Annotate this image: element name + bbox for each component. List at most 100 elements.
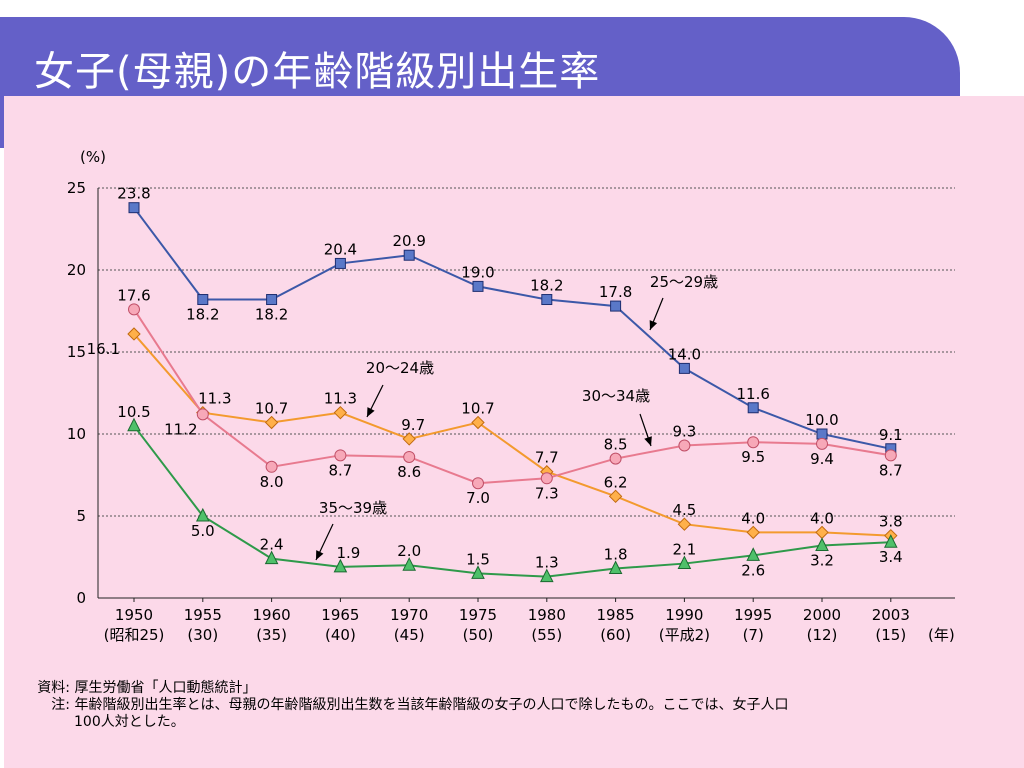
data-label-3-2000: 3.2 xyxy=(810,552,834,570)
y-tick-label-20: 20 xyxy=(67,261,86,279)
data-label-1-1970: 9.7 xyxy=(401,416,425,434)
data-label-0-1965: 20.4 xyxy=(324,240,357,258)
data-label-1-1985: 6.2 xyxy=(604,473,628,491)
data-label-3-1960: 2.4 xyxy=(260,536,284,554)
data-label-2-1950: 17.6 xyxy=(117,286,150,304)
y-tick-label-0: 0 xyxy=(76,589,86,607)
marker-circle-2003 xyxy=(884,449,897,462)
data-label-2-1960: 8.0 xyxy=(260,473,284,491)
series-line-3 xyxy=(133,425,891,578)
marker-diamond-1950 xyxy=(127,327,141,341)
marker-diamond-1960 xyxy=(264,415,279,430)
note-line-cont: 100人対とした。 xyxy=(74,714,185,730)
marker-triangle-1995 xyxy=(746,547,761,561)
data-label-2-1990: 9.3 xyxy=(672,422,696,440)
data-label-0-1970: 20.9 xyxy=(392,232,425,250)
axis-layer: 0 5 10 15 20 25 (%) 1950 (昭和25) 1955 (30) 1960 (35) 1… xyxy=(67,148,955,644)
x-tick-label-1965: 1965 xyxy=(321,606,359,624)
title-bar-edge xyxy=(0,96,4,148)
x-axis-label: (年) xyxy=(928,626,955,644)
data-label-0-1975: 19.0 xyxy=(461,263,494,281)
x-tick-label-1950: 1950 xyxy=(115,606,153,624)
x-tick-label-1970: 1970 xyxy=(390,606,428,624)
callout-layer: 25〜29歳 20〜24歳 30〜34歳 35〜39歳 xyxy=(315,273,718,561)
data-label-1-2003: 3.8 xyxy=(879,513,903,531)
series-name-label-3: 35〜39歳 xyxy=(319,499,387,517)
marker-square-1985 xyxy=(610,300,622,312)
data-label-2-2000: 9.4 xyxy=(810,450,834,468)
marker-square-1955 xyxy=(197,294,209,306)
data-label-3-1985: 1.8 xyxy=(604,545,628,563)
data-label-2-1985: 8.5 xyxy=(604,436,628,454)
data-label-3-1955: 5.0 xyxy=(191,522,215,540)
callout-arrowhead-3 xyxy=(316,550,324,560)
x-tick-label-1985: 1985 xyxy=(597,606,635,624)
marker-diamond-1965 xyxy=(333,405,348,420)
y-tick-label-25: 25 xyxy=(67,179,86,197)
x-sublabel-2003: (15) xyxy=(875,626,906,644)
source-key: 資料: xyxy=(37,680,70,696)
marker-triangle-1955 xyxy=(195,507,210,522)
x-sublabel-1970: (45) xyxy=(394,626,425,644)
data-label-3-1980: 1.3 xyxy=(535,554,559,572)
callout-arrowhead-2 xyxy=(644,436,652,446)
data-label-1-1955: 11.3 xyxy=(198,390,231,408)
x-sublabel-1985: (60) xyxy=(600,626,631,644)
series-name-label-1: 20〜24歳 xyxy=(366,359,434,377)
marker-circle-2000 xyxy=(816,437,828,450)
series-name-label-0: 25〜29歳 xyxy=(650,273,718,291)
label-layer: 23.8 18.2 18.2 20.4 20.9 19.0 18.2 17.8 14.0 11.6… xyxy=(87,185,903,580)
marker-triangle-1950 xyxy=(127,417,141,432)
marker-circle-1965 xyxy=(334,449,347,462)
marker-diamond-1975 xyxy=(471,415,485,430)
note-line: 注: 年齢階級別出生率とは、母親の年齢階級別出生数を当該年齢階級の女子の人口で除… xyxy=(18,697,788,714)
series-line-0 xyxy=(133,207,892,450)
data-label-0-1985: 17.8 xyxy=(599,283,632,301)
marker-triangle-1960 xyxy=(264,550,279,565)
data-label-0-1990: 14.0 xyxy=(668,345,701,363)
data-label-2-2003: 8.7 xyxy=(879,461,903,479)
data-label-2-1955: 11.2 xyxy=(164,420,197,438)
marker-diamond-1990 xyxy=(677,517,692,531)
marker-triangle-2000 xyxy=(815,537,829,552)
callout-arrowhead-1 xyxy=(367,407,375,417)
data-label-1-1950: 16.1 xyxy=(87,340,120,358)
y-tick-label-5: 5 xyxy=(76,507,86,525)
source-line: 資料: 厚生労働省「人口動態統計」 xyxy=(18,680,788,697)
data-label-3-1950: 10.5 xyxy=(117,403,150,421)
data-label-2-1975: 7.0 xyxy=(466,489,490,507)
marker-circle-1955 xyxy=(196,408,209,421)
marker-triangle-1990 xyxy=(677,555,692,570)
x-sublabel-1975: (50) xyxy=(463,626,494,644)
marker-diamond-1995 xyxy=(746,525,760,540)
marker-square-1960 xyxy=(266,294,278,306)
x-sublabel-1965: (40) xyxy=(325,626,356,644)
marker-triangle-2003 xyxy=(883,534,898,548)
marker-square-1970 xyxy=(403,249,415,261)
data-label-0-2003: 9.1 xyxy=(879,426,903,444)
x-sublabel-2000: (12) xyxy=(807,626,838,644)
marker-circle-1970 xyxy=(403,450,416,463)
marker-circle-1985 xyxy=(609,452,622,465)
marker-circle-1995 xyxy=(747,436,760,449)
data-label-1-1960: 10.7 xyxy=(255,400,288,418)
marker-circle-1950 xyxy=(128,303,140,316)
y-tick-label-15: 15 xyxy=(67,343,86,361)
marker-triangle-1975 xyxy=(471,565,485,579)
data-label-0-1995: 11.6 xyxy=(736,385,769,403)
x-sublabel-1950: (昭和25) xyxy=(104,626,165,644)
marker-square-1980 xyxy=(541,294,553,306)
title-bar: 女子(母親)の年齢階級別出生率 xyxy=(0,17,960,96)
data-label-3-1970: 2.0 xyxy=(397,542,421,560)
x-sublabel-1995: (7) xyxy=(743,626,764,644)
x-sublabel-1980: (55) xyxy=(531,626,562,644)
x-tick-label-2003: 2003 xyxy=(872,606,910,624)
note-text: 年齢階級別出生率とは、母親の年齢階級別出生数を当該年齢階級の女子の人口で除したも… xyxy=(74,697,789,713)
grid-layer xyxy=(98,187,955,517)
x-sublabel-1990: (平成2) xyxy=(659,626,710,644)
data-label-2-1995: 9.5 xyxy=(741,448,765,466)
note-key: 注: xyxy=(51,697,70,713)
data-label-2-1970: 8.6 xyxy=(397,463,421,481)
marker-triangle-1965 xyxy=(333,558,348,573)
notes: 資料: 厚生労働省「人口動態統計」 注: 年齢階級別出生率とは、母親の年齢階級別… xyxy=(18,680,788,731)
